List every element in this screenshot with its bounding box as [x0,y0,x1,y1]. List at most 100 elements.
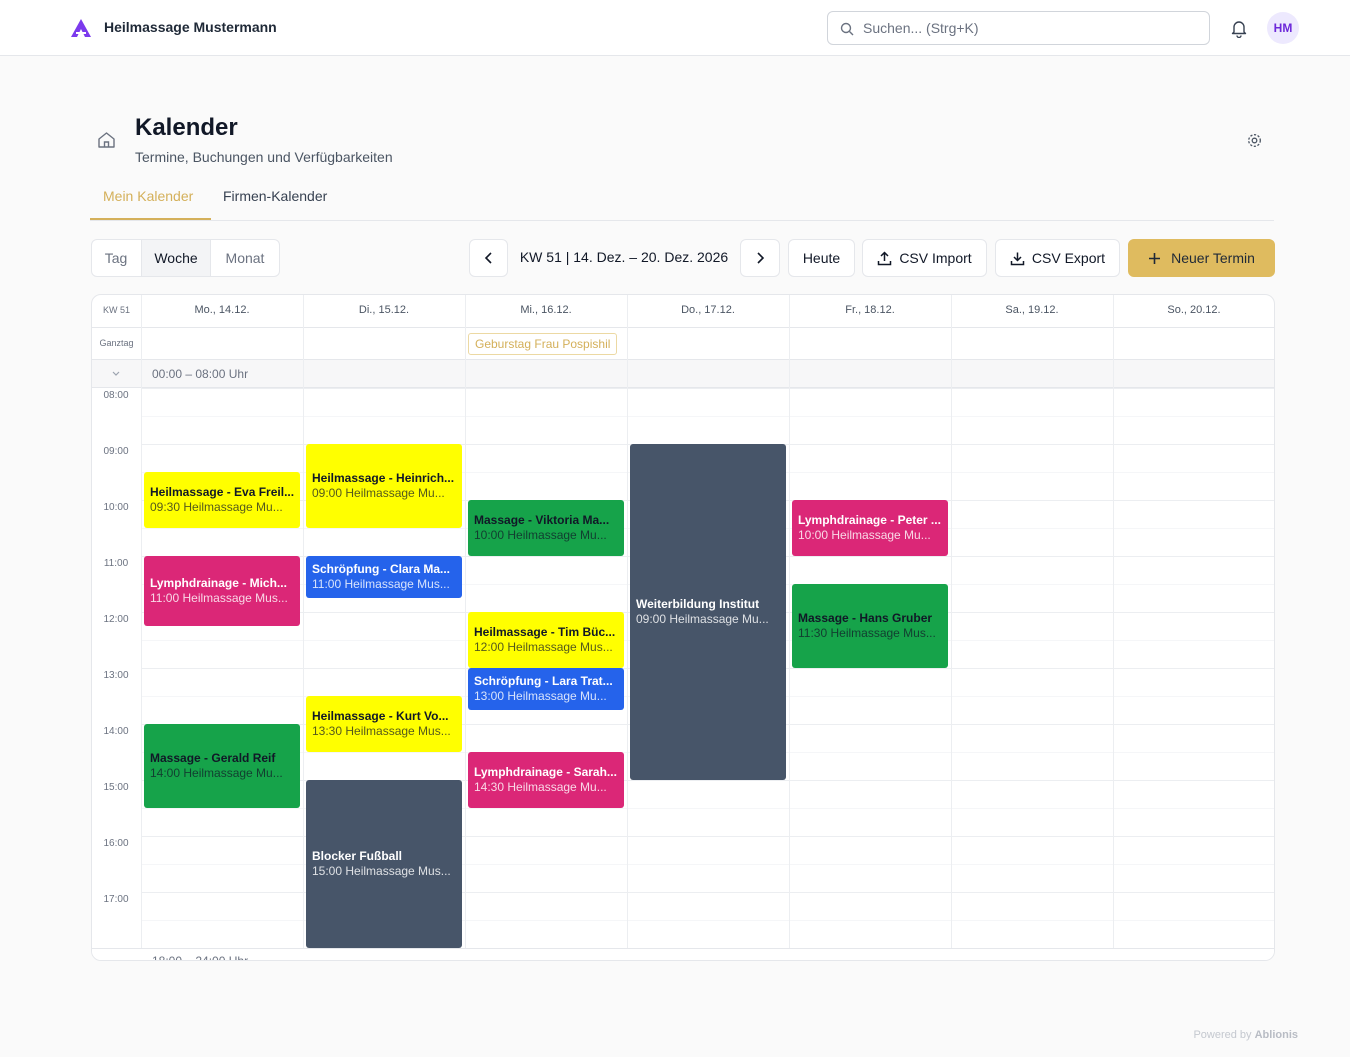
event-subtitle: 11:30 Heilmassage Mus... [798,626,936,640]
search-placeholder: Suchen... (Strg+K) [863,20,979,36]
csv-export-button[interactable]: CSV Export [995,239,1120,277]
search-icon [840,22,854,36]
event-subtitle: 14:30 Heilmassage Mu... [474,780,607,794]
day-header: Sa., 19.12. [1005,304,1059,316]
collapsed-range: 00:00 – 08:00 Uhr [152,367,249,381]
tabs-divider [90,220,1274,221]
event-subtitle: 09:00 Heilmassage Mu... [636,612,769,626]
event[interactable]: Heilmassage - Kurt Vo... 13:30 Heilmassag… [306,696,462,752]
today-button[interactable]: Heute [788,239,855,277]
tab[interactable]: Firmen-Kalender [223,188,328,204]
hour-label: 08:00 [103,390,129,401]
hour-label: 11:00 [103,558,129,569]
view-option[interactable]: Woche [141,240,211,276]
page-subtitle: Termine, Buchungen und Verfügbarkeiten [135,149,393,165]
event-subtitle: 12:00 Heilmassage Mus... [474,640,613,654]
half-hour-line [141,864,1274,865]
event-title: Heilmassage - Kurt Vo... [312,709,449,723]
event-subtitle: 09:00 Heilmassage Mu... [312,486,445,500]
event-title: Lymphdrainage - Sarah... [474,765,617,779]
event[interactable]: Heilmassage - Tim Büc... 12:00 Heilmassag… [468,612,624,668]
hour-line [141,892,1274,893]
event[interactable]: Lymphdrainage - Sarah... 14:30 Heilmassag… [468,752,624,808]
logo[interactable] [70,18,92,38]
half-hour-line [141,920,1274,921]
hour-label: 12:00 [103,614,129,625]
view-option[interactable]: Tag [104,250,128,266]
avatar[interactable]: HM [1267,12,1299,44]
allday-event: Geburstag Frau Pospishil [468,333,618,355]
column-line [789,295,790,948]
column-line [465,295,466,948]
bottom-band [92,948,1274,960]
csv-import-button[interactable]: CSV Import [862,239,987,277]
event-title: Massage - Viktoria Ma... [474,513,610,527]
tab-indicator [90,218,211,220]
hour-line [141,780,1274,781]
event[interactable]: Schröpfung - Clara Ma... 11:00 Heilmassag… [306,556,462,598]
day-header: Mo., 14.12. [194,304,250,316]
event-subtitle: 14:00 Heilmassage Mu... [150,766,283,780]
hour-label: 13:00 [103,670,129,681]
event[interactable]: Blocker Fußball 15:00 Heilmassage Mus... [306,780,462,948]
notifications[interactable] [1229,18,1249,38]
allday-label: Ganztag [99,338,134,348]
brand[interactable]: Heilmassage Mustermann [104,19,277,35]
view-option[interactable]: Monat [225,250,265,266]
button-label: CSV Export [1031,250,1106,266]
column-line [627,295,628,948]
page-title: Kalender [135,114,238,141]
row-divider [92,327,1274,328]
tab[interactable]: Mein Kalender [103,188,194,204]
event-subtitle: 13:00 Heilmassage Mu... [474,689,607,703]
hour-line [141,836,1274,837]
event[interactable]: Heilmassage - Heinrich... 09:00 Heilmassa… [306,444,462,528]
day-header: Mi., 16.12. [520,304,572,316]
top-bar: Heilmassage Mustermann Suchen... (Strg+K… [0,0,1350,56]
event-subtitle: 11:00 Heilmassage Mus... [150,591,288,605]
event[interactable]: Schröpfung - Lara Trat... 13:00 Heilmassa… [468,668,624,710]
event[interactable]: Lymphdrainage - Mich... 11:00 Heilmassage… [144,556,300,626]
hour-label: 10:00 [103,502,129,513]
event-title: Blocker Fußball [312,849,403,863]
half-hour-line [141,808,1274,809]
event[interactable]: Heilmassage - Eva Freil... 09:30 Heilmass… [144,472,300,528]
home-icon[interactable] [97,131,116,149]
week-number: KW 51 [102,305,130,315]
column-line [951,295,952,948]
footer-brand[interactable]: Ablionis [1254,1029,1298,1041]
footer-prefix: Powered by [1193,1029,1252,1041]
hour-label: 15:00 [103,782,129,793]
new-appointment-button[interactable]: Neuer Termin [1128,239,1275,277]
event-title: Heilmassage - Heinrich... [312,471,455,485]
button-label: Heute [802,250,841,266]
event[interactable]: Massage - Hans Gruber 11:30 Heilmassage M… [792,584,948,668]
row-divider [92,359,1274,360]
settings-icon[interactable] [1246,132,1263,149]
event-title: Schröpfung - Lara Trat... [474,674,613,688]
event-subtitle: 10:00 Heilmassage Mu... [798,528,931,542]
prev-week[interactable] [469,239,508,277]
day-header: So., 20.12. [1167,304,1221,316]
week-label: KW 51 | 14. Dez. – 20. Dez. 2026 [519,249,729,265]
search-box[interactable]: Suchen... (Strg+K) [827,11,1210,45]
event-title: Massage - Gerald Reif [150,751,276,765]
event-title: Lymphdrainage - Mich... [150,576,287,590]
hour-line [141,388,1274,389]
hour-label: 09:00 [103,446,129,457]
event[interactable]: Massage - Viktoria Ma... 10:00 Heilmassag… [468,500,624,556]
event[interactable]: Weiterbildung Institut 09:00 Heilmassage … [630,444,786,780]
button-label: Neuer Termin [1171,250,1255,266]
expand-toggle[interactable] [112,371,120,377]
event-subtitle: 15:00 Heilmassage Mus... [312,864,451,878]
event-subtitle: 13:30 Heilmassage Mus... [312,724,451,738]
next-week[interactable] [740,239,780,277]
event[interactable]: Massage - Gerald Reif 14:00 Heilmassage M… [144,724,300,808]
calendar: KW 51 Mo., 14.12. Di., 15.12. Mi., 16.12. Do… [91,294,1275,961]
column-line [303,295,304,948]
day-header: Fr., 18.12. [845,304,895,316]
event[interactable]: Lymphdrainage - Peter ... 10:00 Heilmassa… [792,500,948,556]
column-line [1113,295,1114,948]
event-title: Lymphdrainage - Peter ... [798,513,941,527]
